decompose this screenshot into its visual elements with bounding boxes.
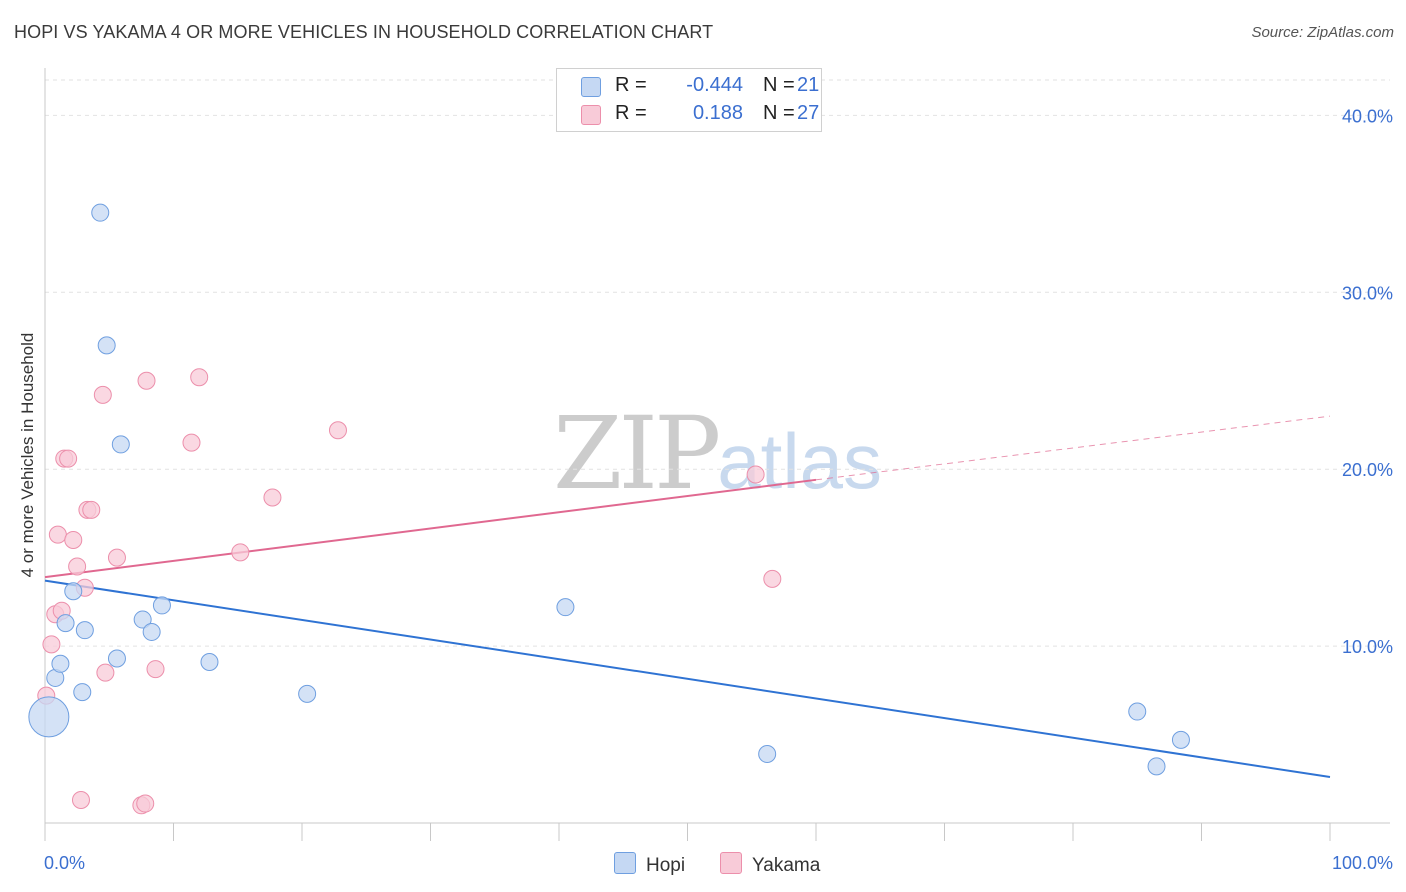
- y-tick-label: 40.0%: [1342, 106, 1393, 126]
- correlation-legend: R = -0.444 N = 21 R = 0.188 N = 27: [556, 68, 822, 132]
- yakama-trend-extension: [815, 415, 1331, 481]
- legend-n-value: 27: [797, 102, 820, 124]
- hopi-point: [1171, 730, 1190, 749]
- bottom-legend-yakama: Yakama: [720, 852, 820, 877]
- legend-n-value: 21: [797, 74, 820, 96]
- legend-r-value: -0.444: [686, 74, 743, 96]
- yakama-point: [763, 569, 782, 588]
- chart-title: HOPI VS YAKAMA 4 OR MORE VEHICLES IN HOU…: [14, 22, 714, 42]
- axes: [44, 68, 1390, 841]
- hopi-point: [200, 653, 219, 672]
- yakama-point: [182, 433, 201, 452]
- yakama-legend-label: Yakama: [752, 855, 821, 876]
- yakama-point: [190, 368, 209, 387]
- yakama-legend-swatch: [720, 852, 742, 874]
- yakama-point: [146, 660, 165, 679]
- x-tick-label: 0.0%: [44, 853, 85, 873]
- data-points: [28, 203, 1190, 815]
- yakama-point: [68, 557, 87, 576]
- y-tick-label: 30.0%: [1342, 283, 1393, 303]
- hopi-point: [73, 683, 92, 702]
- hopi-trend-line: [44, 579, 1331, 778]
- yakama-point: [136, 794, 155, 813]
- yakama-point: [96, 663, 115, 682]
- hopi-point: [56, 614, 75, 633]
- hopi-point: [152, 596, 171, 615]
- y-tick-label: 20.0%: [1342, 460, 1393, 480]
- hopi-point: [75, 621, 94, 640]
- hopi-point: [51, 654, 70, 673]
- watermark-zip: ZIP: [553, 395, 721, 512]
- yakama-point: [59, 449, 78, 468]
- yakama-point: [328, 421, 347, 440]
- yakama-trend-line: [44, 478, 817, 579]
- hopi-point: [91, 203, 110, 222]
- yakama-point: [42, 635, 61, 654]
- legend-r-label: R =: [615, 74, 647, 96]
- gridlines: [45, 79, 1390, 647]
- yakama-point: [93, 385, 112, 404]
- yakama-point: [71, 791, 90, 810]
- hopi-point: [28, 696, 70, 738]
- hopi-point: [758, 745, 777, 764]
- legend-r-value: 0.188: [692, 102, 743, 124]
- yakama-point: [137, 371, 156, 390]
- hopi-point: [142, 622, 161, 641]
- source-label: Source: ZipAtlas.com: [1251, 24, 1394, 41]
- yakama-point: [48, 525, 67, 544]
- legend-r-label: R =: [615, 102, 647, 124]
- yakama-point: [231, 543, 250, 562]
- yakama-point: [263, 488, 282, 507]
- hopi-point: [298, 684, 317, 703]
- hopi-point: [556, 598, 575, 617]
- hopi-point: [133, 610, 152, 629]
- hopi-legend-label: Hopi: [646, 855, 686, 876]
- x-tick-label: 100.0%: [1332, 853, 1393, 873]
- hopi-point: [1147, 757, 1166, 776]
- yakama-point: [746, 465, 765, 484]
- hopi-point: [1128, 702, 1147, 721]
- yakama-swatch: [581, 105, 601, 125]
- yakama-point: [107, 548, 126, 567]
- yakama-point: [82, 500, 101, 519]
- hopi-swatch: [581, 77, 601, 97]
- bottom-legend-hopi: Hopi: [614, 852, 685, 877]
- legend-n-label: N =: [763, 74, 795, 96]
- hopi-point: [64, 582, 83, 601]
- watermark-atlas: atlas: [717, 417, 883, 505]
- legend-n-label: N =: [763, 102, 795, 124]
- y-tick-label: 10.0%: [1342, 637, 1393, 657]
- hopi-point: [111, 435, 130, 454]
- yakama-point: [64, 530, 83, 549]
- watermark: ZIPatlas: [553, 395, 882, 512]
- hopi-point: [97, 336, 116, 355]
- tick-labels: 10.0% 20.0% 30.0% 40.0% 0.0% 100.0%: [44, 106, 1393, 873]
- y-axis-label: 4 or more Vehicles in Household: [18, 332, 37, 578]
- trend-lines: [44, 415, 1331, 778]
- hopi-point: [107, 649, 126, 668]
- hopi-legend-swatch: [614, 852, 636, 874]
